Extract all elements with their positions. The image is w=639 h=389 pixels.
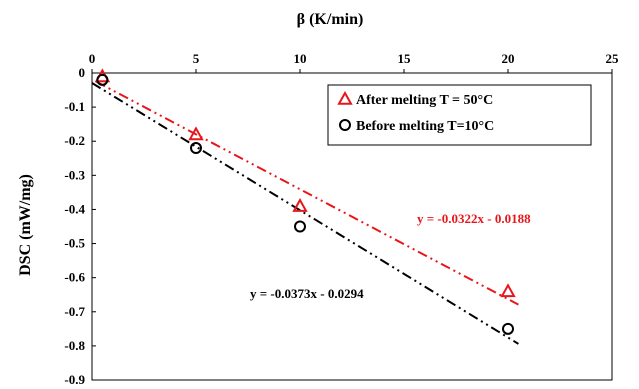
data-markers (94, 68, 516, 335)
y-tick-label: -0.4 (64, 201, 85, 216)
x-tick-label: 0 (89, 51, 96, 66)
y-tick-label: -0.5 (64, 236, 85, 251)
y-tick-label: -0.9 (64, 372, 85, 387)
circle-marker (502, 322, 514, 335)
trendline-after-melting (95, 80, 519, 306)
circle-marker (294, 220, 306, 233)
legend-label: Before melting T=10°C (356, 119, 494, 134)
y-axis: 0 -0.1 -0.2 -0.3 -0.4 -0.5 -0.6 -0.7 -0.8 -0.9 (64, 65, 96, 387)
circle-marker (190, 142, 202, 155)
legend-circle-icon (339, 119, 351, 131)
x-axis: 0 5 10 15 20 25 (89, 51, 619, 73)
triangle-marker (500, 283, 516, 298)
y-tick-label: -0.3 (64, 167, 85, 182)
y-tick-label: -0.8 (64, 338, 85, 353)
svg-text:DSC (mW/mg): DSC (mW/mg) (17, 174, 34, 276)
legend-label: After melting T = 50°C (356, 93, 493, 108)
triangle-marker (188, 126, 204, 141)
x-tick-label: 20 (502, 51, 515, 66)
trendlines (91, 80, 519, 345)
trendline-equation: y = -0.0322x - 0.0188 (417, 211, 531, 226)
x-axis-title: β (K/min) (297, 11, 364, 28)
equation-labels: y = -0.0322x - 0.0188 y = -0.0373x - 0.02… (250, 211, 531, 301)
plot-area (91, 72, 613, 381)
legend-box (327, 84, 592, 146)
y-tick-label: -0.7 (64, 304, 85, 319)
y-tick-label: 0 (79, 65, 86, 80)
y-tick-label: -0.6 (64, 270, 85, 285)
y-tick-label: -0.1 (64, 99, 85, 114)
x-tick-label: 25 (606, 51, 620, 66)
circle-marker (96, 73, 109, 86)
svg-text:β (K/min): β (K/min) (297, 11, 364, 28)
trendline-before-melting (91, 82, 519, 345)
trendline-equation: y = -0.0373x - 0.0294 (250, 286, 364, 301)
x-tick-label: 5 (193, 51, 200, 66)
legend-triangle-icon (337, 90, 353, 105)
y-axis-title: DSC (mW/mg) (17, 174, 34, 276)
x-tick-label: 15 (398, 51, 412, 66)
y-tick-label: -0.2 (64, 133, 85, 148)
legend: After melting T = 50°C Before melting T=1… (327, 84, 592, 146)
triangle-marker (292, 197, 308, 212)
x-tick-label: 10 (294, 51, 307, 66)
